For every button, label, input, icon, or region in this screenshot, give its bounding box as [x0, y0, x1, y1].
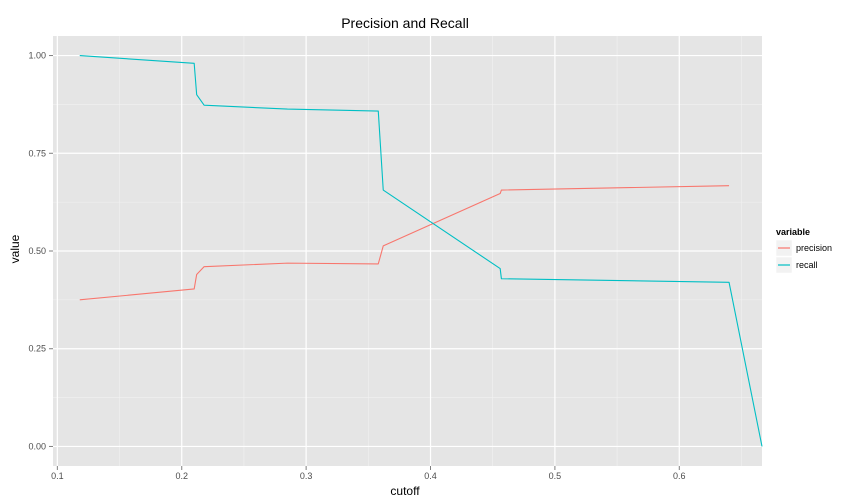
y-tick-label: 0.75 — [28, 148, 46, 158]
major-gridlines — [53, 36, 762, 466]
chart-title: Precision and Recall — [341, 15, 469, 31]
legend-label-precision: precision — [796, 243, 832, 253]
legend-label-recall: recall — [796, 260, 818, 270]
y-axis-ticks: 0.00 0.25 0.50 0.75 1.00 — [28, 51, 53, 451]
x-tick-label: 0.2 — [175, 471, 188, 481]
x-tick-label: 0.4 — [424, 471, 437, 481]
y-tick-label: 0.00 — [28, 441, 46, 451]
series-line-precision — [79, 185, 730, 301]
y-tick-label: 0.25 — [28, 344, 46, 354]
legend: variable precision recall — [775, 227, 832, 274]
legend-title: variable — [776, 227, 810, 237]
x-axis-title: cutoff — [390, 484, 420, 498]
legend-items: precision recall — [775, 239, 832, 274]
x-tick-label: 0.1 — [51, 471, 64, 481]
x-tick-label: 0.5 — [549, 471, 562, 481]
x-tick-label: 0.6 — [673, 471, 686, 481]
series-lines — [79, 55, 763, 447]
x-axis-ticks: 0.1 0.2 0.3 0.4 0.5 0.6 — [51, 466, 686, 481]
series-line-recall — [79, 55, 763, 447]
x-tick-label: 0.3 — [300, 471, 313, 481]
y-axis-title: value — [8, 234, 22, 263]
y-tick-label: 1.00 — [28, 51, 46, 61]
y-tick-label: 0.50 — [28, 246, 46, 256]
